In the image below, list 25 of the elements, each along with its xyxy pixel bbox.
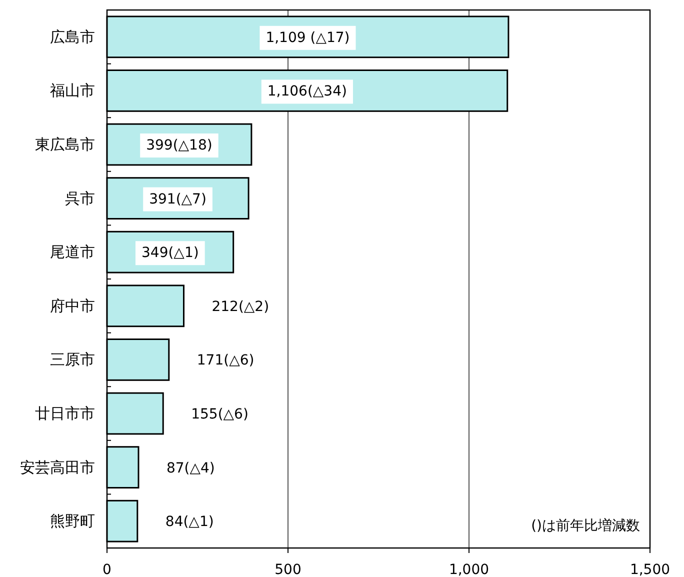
x-tick-label: 1,000	[448, 562, 490, 577]
data-label: 212(△2)	[212, 298, 270, 315]
y-tick-label: 呉市	[65, 189, 95, 208]
y-tick-label: 府中市	[50, 296, 95, 315]
data-label: 1,109 (△17)	[266, 30, 350, 46]
y-tick-label: 尾道市	[50, 243, 95, 262]
x-tick-label: 1,500	[630, 562, 670, 577]
x-tick-label: 0	[102, 562, 112, 577]
y-tick-label: 東広島市	[35, 136, 95, 154]
y-tick-label: 安芸高田市	[20, 458, 95, 476]
data-label: 84(△1)	[165, 514, 214, 530]
data-label: 1,106(△34)	[267, 84, 347, 100]
y-tick-label: 福山市	[50, 82, 95, 100]
y-tick-label: 三原市	[50, 350, 95, 369]
y-tick-label: 廿日市市	[35, 404, 95, 422]
data-label: 87(△4)	[166, 460, 215, 476]
annotation: ()は前年比増減数	[531, 517, 640, 534]
y-tick-label: 熊野町	[50, 512, 95, 530]
y-tick-label: 広島市	[50, 28, 95, 46]
data-label: 171(△6)	[196, 352, 254, 369]
data-label: 349(△1)	[142, 245, 199, 262]
data-label: 155(△6)	[191, 406, 248, 422]
data-label: 391(△7)	[149, 191, 206, 208]
data-label: 399(△18)	[146, 138, 212, 154]
x-tick-label: 500	[274, 562, 302, 577]
